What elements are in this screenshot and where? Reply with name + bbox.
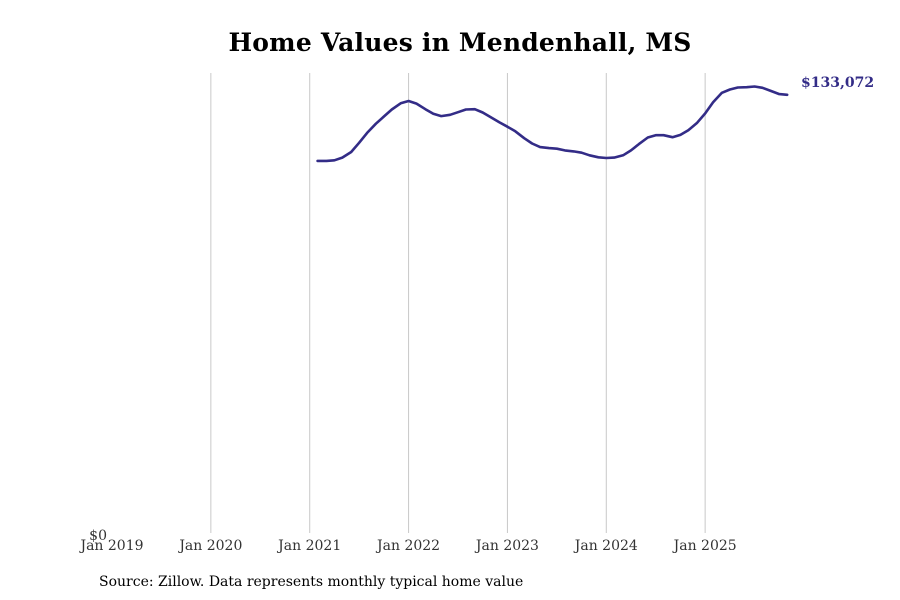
gridlines	[210, 73, 706, 533]
chart-title: Home Values in Mendenhall, MS	[228, 28, 692, 57]
x-tick-label: Jan 2020	[177, 538, 242, 554]
source-note: Source: Zillow. Data represents monthly …	[99, 574, 524, 590]
series-line	[316, 85, 789, 163]
x-tick-label: Jan 2022	[375, 538, 440, 554]
x-tick-label: Jan 2019	[78, 538, 143, 554]
x-tick-label: Jan 2023	[474, 538, 539, 554]
end-value-label: $133,072	[801, 75, 874, 91]
y-tick-label-zero: $0	[89, 528, 107, 544]
x-tick-label: Jan 2021	[276, 538, 341, 554]
series-layer	[316, 85, 789, 163]
x-axis: Jan 2019 Jan 2020 Jan 2021 Jan 2022 Jan 2023…	[78, 538, 736, 554]
x-tick-label: Jan 2024	[573, 538, 638, 554]
x-tick-label: Jan 2025	[672, 538, 737, 554]
